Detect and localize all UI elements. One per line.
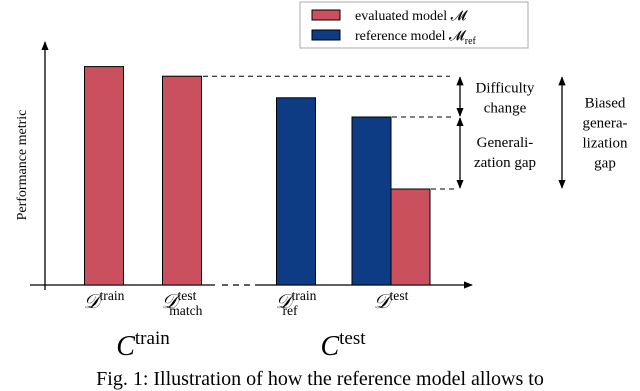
annotation: gap <box>594 156 616 172</box>
x-tick-label-base: 𝒟 <box>374 291 394 313</box>
x-tick-label: 𝒟test match <box>162 288 203 318</box>
x-tick-label-base: 𝒟 <box>84 291 104 313</box>
bar <box>390 188 431 286</box>
bar <box>276 97 316 286</box>
legend-swatch <box>311 9 341 21</box>
legend-sub: ref <box>465 36 477 47</box>
x-tick-label-sub: match <box>169 303 202 318</box>
annotation: zation gap <box>474 155 536 171</box>
x-tick-label-base: 𝒟 <box>276 291 296 313</box>
bar <box>162 75 202 286</box>
bar <box>84 66 124 286</box>
annotation: Generali- <box>477 135 534 151</box>
legend-label: evaluated model 𝓜 <box>355 9 469 24</box>
group-label: Ctest <box>320 328 366 362</box>
x-tick-label-sup: test <box>178 288 197 303</box>
bar <box>351 116 392 286</box>
annotation: Difficulty <box>476 81 535 97</box>
annotation: lization <box>583 136 628 152</box>
x-tick-label-sub: ref <box>282 303 298 318</box>
group-label: Ctrain <box>116 328 170 362</box>
x-tick-label-base: 𝒟 <box>162 291 182 313</box>
annotation: change <box>484 101 527 117</box>
annotation: Biased <box>585 96 626 112</box>
x-tick-label-sup: test <box>390 288 409 303</box>
group-label-base: C <box>320 331 339 362</box>
x-tick-label: 𝒟test <box>374 288 409 313</box>
x-tick-label-sup: train <box>100 288 125 303</box>
group-label-sup: test <box>339 328 366 349</box>
group-label-base: C <box>116 331 135 362</box>
group-label-sup: train <box>135 328 170 349</box>
x-tick-label: 𝒟train ref <box>276 288 317 318</box>
legend-swatch <box>311 29 341 41</box>
annotation: genera- <box>583 116 628 132</box>
legend-text: evaluated model 𝓜 <box>355 9 469 24</box>
legend-text: reference model 𝓜 <box>355 29 467 44</box>
y-axis-label: Performance metric <box>15 110 30 221</box>
legend-label: reference model 𝓜ref <box>355 29 477 47</box>
x-tick-label: 𝒟train <box>84 288 125 313</box>
x-tick-label-sup: train <box>292 288 317 303</box>
caption: Fig. 1: Illustration of how the referenc… <box>96 368 544 390</box>
